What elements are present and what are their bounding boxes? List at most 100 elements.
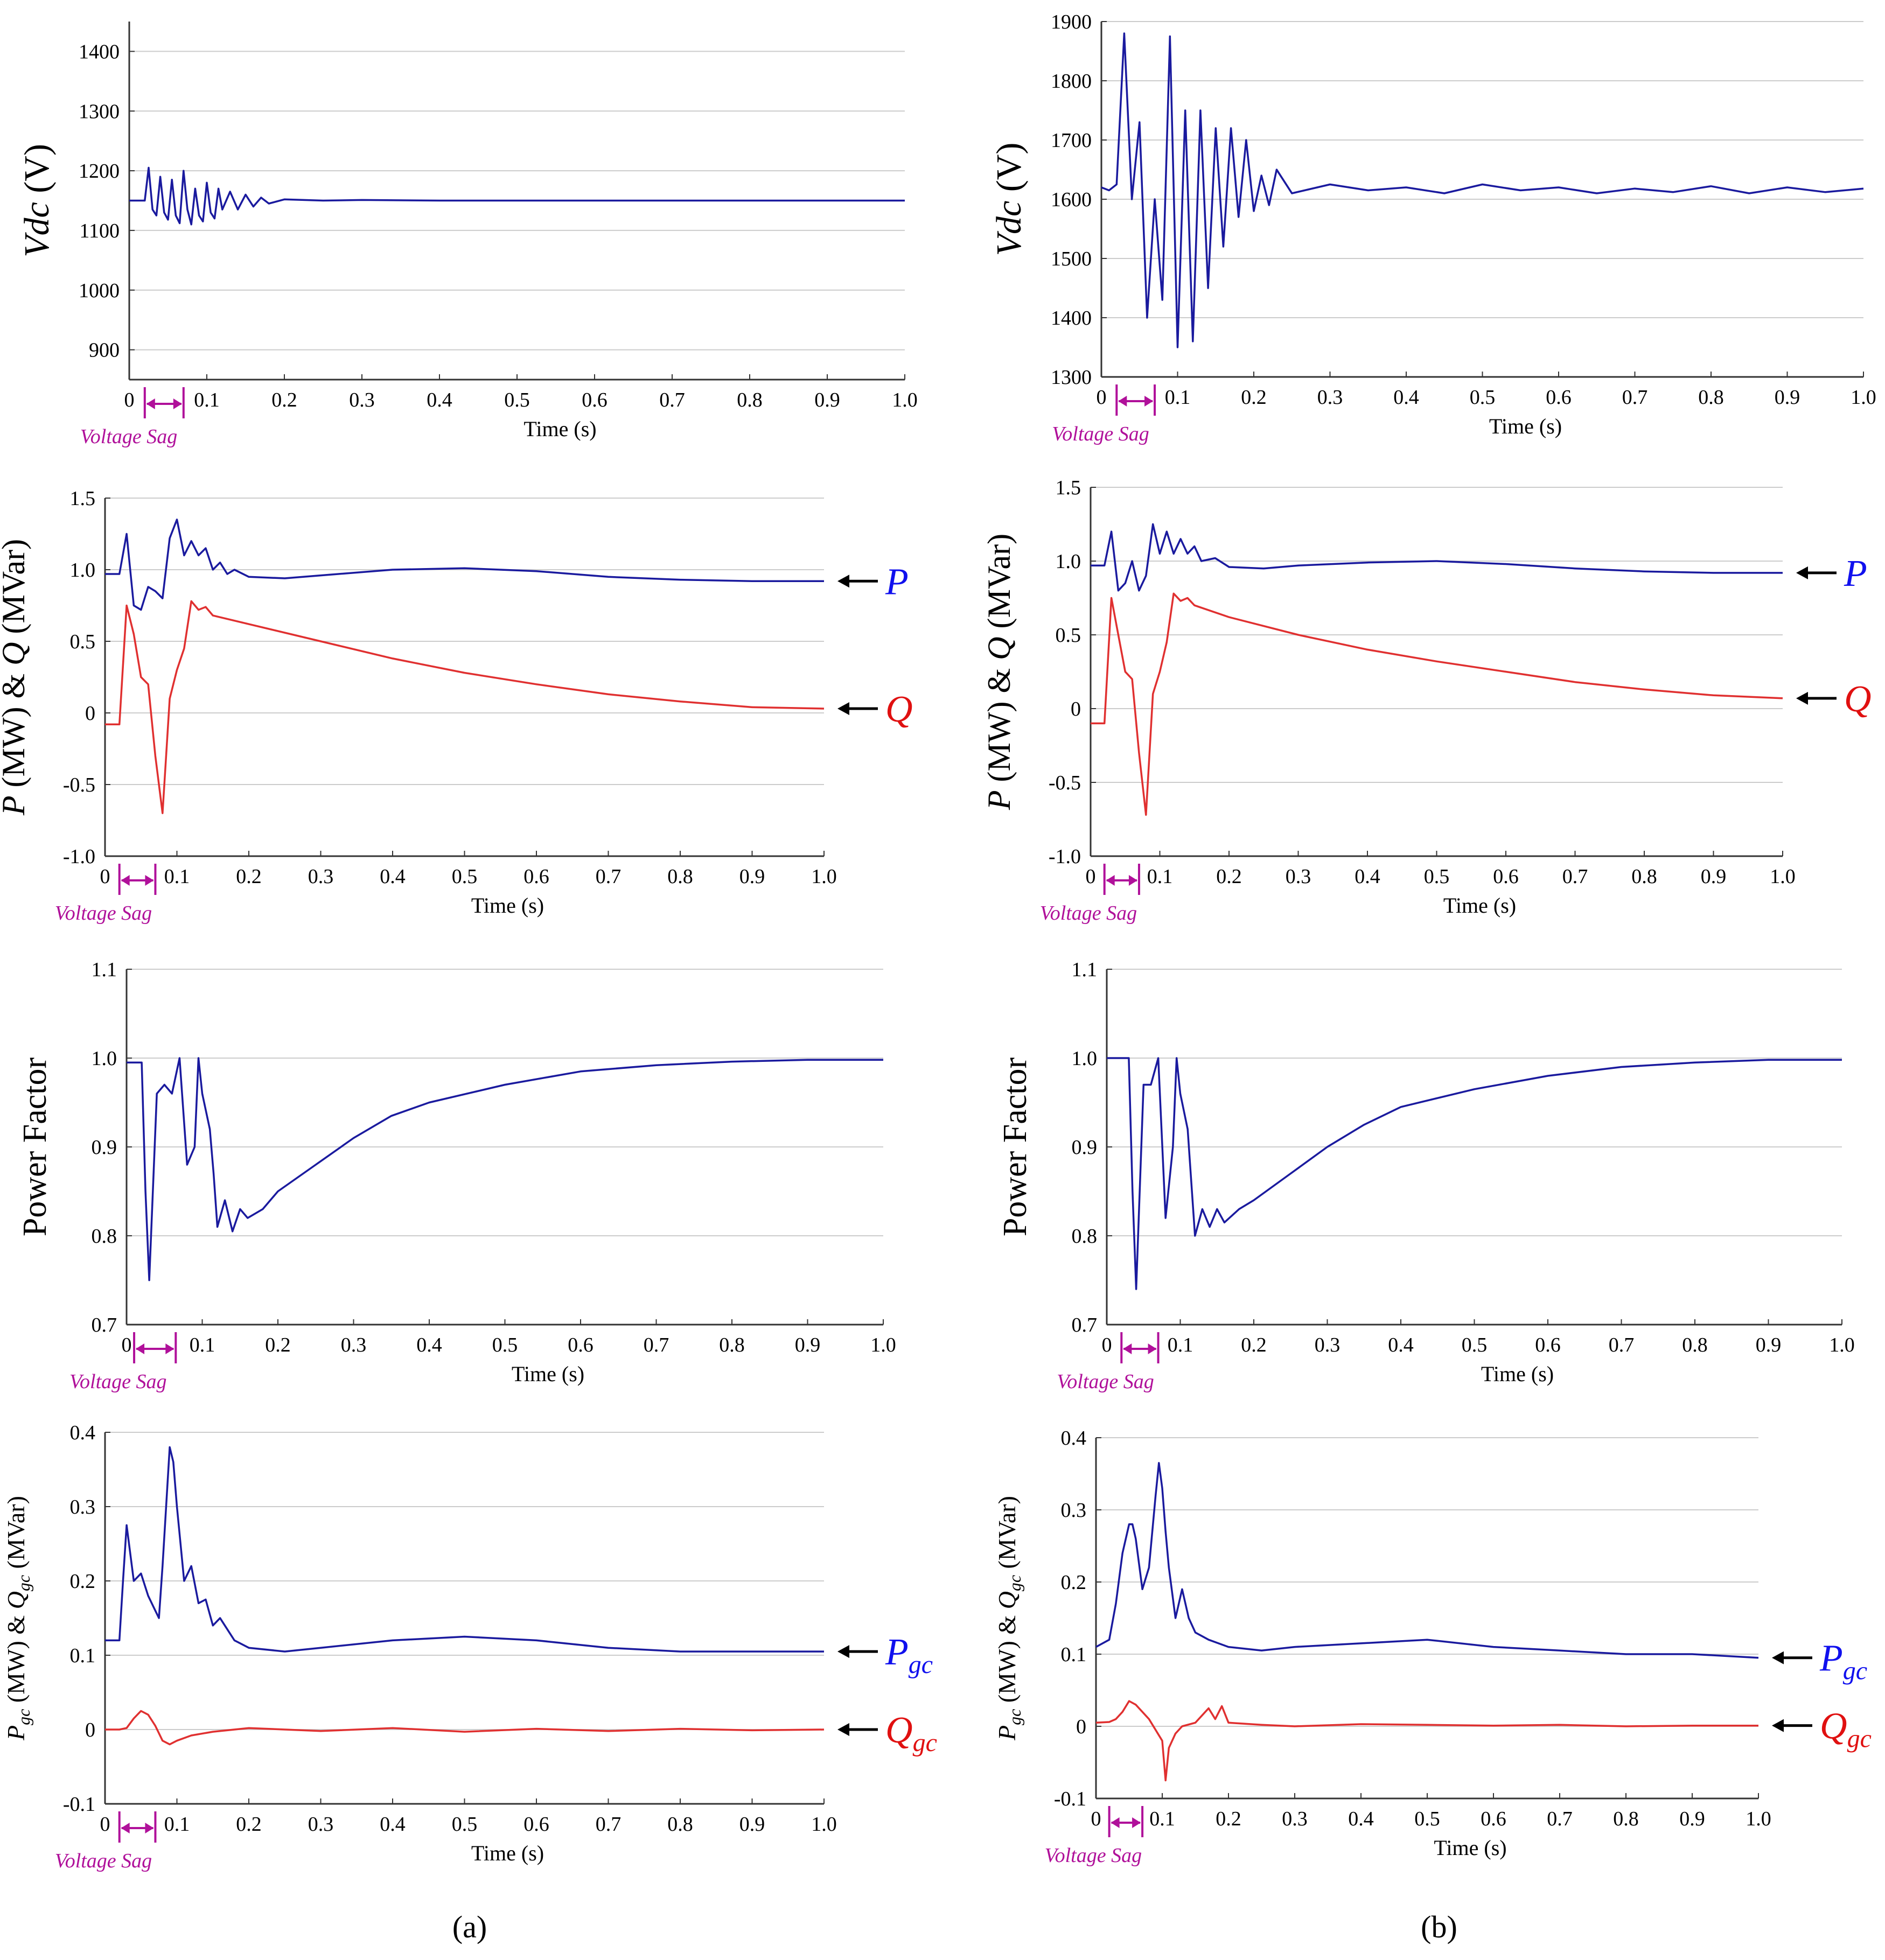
- series-end-label-pgc: Pgc: [837, 1632, 933, 1679]
- chart-a-vdc: 900 1000 1100 1200 1300 1400 0 0.1 0.2 0.3 0.4 0.5 0…: [17, 22, 918, 448]
- label-arrowhead: [1796, 691, 1808, 705]
- x-tick-label: 0.1: [1147, 865, 1173, 888]
- y-axis-label: P (MW) & Q (MVar): [0, 539, 31, 816]
- sag-arrowhead-left: [1118, 396, 1127, 407]
- label-text: P: [1844, 553, 1867, 594]
- x-tick-label: 1.0: [811, 1813, 837, 1836]
- series-line-vdc: [1101, 32, 1864, 348]
- x-tick-label: 0.3: [1286, 865, 1311, 888]
- y-tick-label: 0.8: [92, 1225, 117, 1248]
- x-tick-label: 0.5: [1414, 1808, 1440, 1830]
- x-tick-label: 0.6: [523, 1813, 549, 1836]
- y-tick-label: 0.1: [70, 1644, 96, 1667]
- x-tick-label: 0: [100, 1813, 110, 1836]
- y-tick-label: 1800: [1051, 70, 1092, 93]
- series-end-label-q: Q: [1796, 678, 1872, 720]
- sag-label: Voltage Sag: [1045, 1844, 1142, 1867]
- x-tick-label: 0.8: [719, 1334, 745, 1356]
- x-tick-label: 0.8: [667, 865, 693, 888]
- x-tick-label: 0.4: [416, 1334, 442, 1356]
- series-line-p: [1091, 523, 1783, 592]
- x-axis-label: Time (s): [471, 1841, 544, 1865]
- sag-label: Voltage Sag: [1052, 423, 1149, 445]
- x-tick-label: 0.2: [271, 389, 297, 411]
- y-tick-label: 0.7: [1072, 1314, 1098, 1336]
- x-tick-label: 0.9: [1679, 1808, 1705, 1830]
- label-text: Q: [1844, 678, 1872, 720]
- x-tick-label: 0.6: [582, 389, 608, 411]
- y-tick-label: -1.0: [1049, 845, 1081, 868]
- x-tick-label: 0.3: [308, 1813, 334, 1836]
- x-tick-label: 0.7: [1562, 865, 1588, 888]
- y-tick-label: 1.5: [1056, 477, 1081, 499]
- x-tick-label: 0.5: [452, 1813, 478, 1836]
- x-tick-label: 0.4: [1388, 1334, 1414, 1356]
- x-tick-label: 0.9: [739, 1813, 765, 1836]
- sag-arrowhead-left: [1111, 1817, 1120, 1828]
- x-tick-label: 0.3: [1317, 386, 1343, 409]
- x-tick-label: 0.2: [236, 1813, 262, 1836]
- x-tick-label: 0.7: [644, 1334, 669, 1356]
- x-axis-label: Time (s): [523, 417, 596, 441]
- x-axis-label: Time (s): [1443, 893, 1516, 918]
- x-tick-label: 0.5: [1462, 1334, 1488, 1356]
- x-tick-label: 0.7: [1547, 1808, 1573, 1830]
- y-tick-label: 1500: [1051, 248, 1092, 270]
- y-tick-label: 0.5: [1056, 624, 1081, 647]
- chart-b-pq: -1.0 -0.5 0 0.5 1.0 1.5 0 0.1 0.2 0.3 0.4 0.5 0.6 0.7…: [981, 477, 1872, 925]
- y-tick-label: 0.2: [70, 1570, 96, 1593]
- y-tick-label: 1.0: [1072, 1047, 1098, 1070]
- series-end-label-p: P: [1796, 553, 1867, 594]
- x-axis-label: Time (s): [1489, 414, 1562, 438]
- y-tick-label: 0.4: [70, 1422, 96, 1444]
- chart-b-pgc: -0.100.10.20.30.40 0.1 0.2 0.3 0.4 0.5 0.6 0.7 0…: [993, 1427, 1872, 1867]
- x-tick-label: 0.8: [1631, 865, 1657, 888]
- x-tick-label: 0.4: [427, 389, 452, 411]
- x-tick-label: 0.4: [1393, 386, 1419, 409]
- sag-label: Voltage Sag: [80, 425, 177, 448]
- sag-arrowhead-right: [1132, 1817, 1141, 1828]
- x-axis-label: Time (s): [512, 1362, 584, 1386]
- y-tick-label: 1.0: [92, 1047, 117, 1070]
- x-tick-label: 0.6: [1535, 1334, 1561, 1356]
- voltage-sag-marker: Voltage Sag: [1045, 1806, 1144, 1867]
- series-end-label-q: Q: [837, 689, 913, 730]
- sag-arrowhead-left: [1123, 1343, 1132, 1354]
- x-tick-label: 1.0: [892, 389, 918, 411]
- label-text: P: [885, 561, 909, 603]
- chart-a-pgc: -0.100.10.20.30.40 0.1 0.2 0.3 0.4 0.5 0.6 0.7 0…: [2, 1422, 937, 1872]
- x-tick-label: 0.8: [737, 389, 763, 411]
- series-line-qgc: [105, 1710, 825, 1746]
- x-tick-label: 0.8: [667, 1813, 693, 1836]
- x-tick-label: 1.0: [1746, 1808, 1771, 1830]
- series-end-label-qgc: Qgc: [1772, 1706, 1872, 1753]
- voltage-sag-marker: Voltage Sag: [55, 1811, 157, 1872]
- x-tick-label: 0.4: [380, 865, 406, 888]
- chart-a-pf: 0.7 0.8 0.9 1.0 1.1 0 0.1 0.2 0.3 0.4 0.5 0.6 0.7 0.8…: [17, 958, 896, 1393]
- x-tick-label: 0: [100, 865, 110, 888]
- x-tick-label: 0.5: [452, 865, 478, 888]
- label-arrowhead: [837, 1645, 849, 1658]
- x-tick-label: 0.1: [1168, 1334, 1193, 1356]
- x-tick-label: 0.7: [1609, 1334, 1635, 1356]
- caption-b: (b): [1421, 1909, 1457, 1944]
- x-tick-label: 0.2: [1241, 386, 1267, 409]
- series-line-q: [105, 600, 825, 814]
- y-axis-label: Power Factor: [997, 1057, 1034, 1236]
- x-tick-label: 0.1: [194, 389, 220, 411]
- y-axis-label: Vdc (V): [17, 144, 57, 257]
- x-tick-label: 0.1: [1149, 1808, 1175, 1830]
- series-line-q: [1091, 592, 1783, 816]
- y-tick-label: 1700: [1051, 129, 1092, 152]
- x-tick-label: 0.4: [1355, 865, 1380, 888]
- label-text: Q: [885, 689, 913, 730]
- x-axis-label: Time (s): [1434, 1836, 1506, 1860]
- y-tick-label: 1900: [1051, 11, 1092, 33]
- label-text: Qgc: [1820, 1706, 1872, 1753]
- x-tick-label: 0.2: [1241, 1334, 1267, 1356]
- x-tick-label: 0.8: [1698, 386, 1724, 409]
- voltage-sag-marker: Voltage Sag: [1052, 384, 1156, 445]
- y-tick-label: -0.5: [63, 774, 95, 796]
- y-axis-label: Pgc (MW) & Qgc (MVar): [2, 1496, 33, 1741]
- y-tick-label: 0.2: [1061, 1571, 1087, 1594]
